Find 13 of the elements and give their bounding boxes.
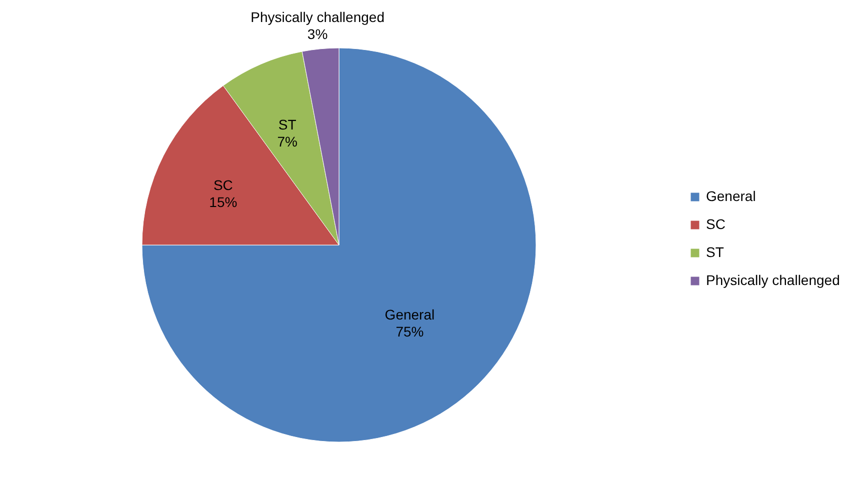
slice-label: Physically challenged [250, 9, 384, 26]
data-label: 75% [396, 324, 424, 340]
slice-label: General [384, 306, 435, 323]
legend-label: ST [706, 244, 724, 260]
data-label: 15% [209, 194, 238, 210]
legend-label: Physically challenged [706, 272, 840, 288]
pie-slice [142, 48, 536, 442]
legend-label: SC [706, 216, 726, 232]
slice-label: SC [213, 176, 233, 193]
legend-label: General [706, 188, 756, 204]
data-label: 3% [307, 26, 328, 42]
slice-label: ST [278, 116, 297, 133]
data-label: 7% [277, 134, 298, 150]
